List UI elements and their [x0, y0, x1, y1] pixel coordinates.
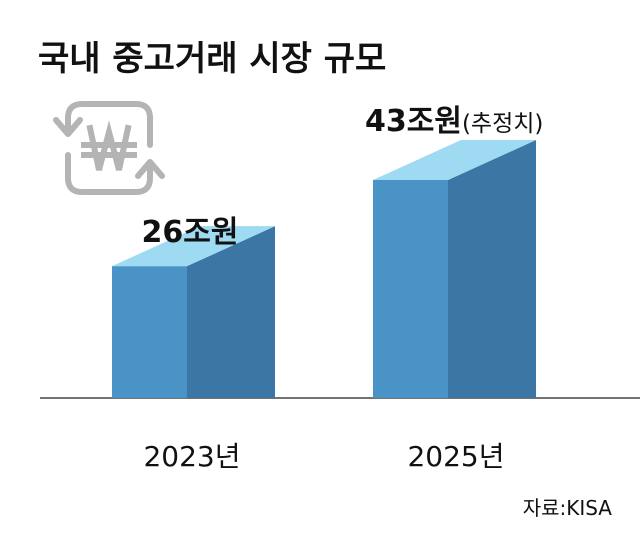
- bar-2025: [373, 140, 536, 398]
- bar-2025-front: [373, 180, 448, 398]
- data-label-2025: 43조원(추정치): [365, 104, 543, 139]
- bar-2023-side: [187, 226, 275, 398]
- data-label-2025-value: 43조원: [365, 104, 462, 139]
- estimate-annotation: (추정치): [462, 111, 543, 137]
- category-label-2025: 2025년: [407, 440, 504, 473]
- won-currency-exchange-icon: [53, 101, 165, 195]
- bar-2025-side: [448, 140, 536, 398]
- bar-2023-front: [112, 266, 187, 398]
- source-note: 자료:KISA: [523, 496, 613, 520]
- category-label-2023: 2023년: [143, 440, 240, 473]
- bar-2023: [112, 226, 275, 398]
- chart-title: 국내 중고거래 시장 규모: [38, 39, 386, 79]
- data-label-2023: 26조원: [142, 215, 239, 250]
- bar-2023-top: [112, 226, 275, 267]
- bar-2025-top: [373, 140, 536, 180]
